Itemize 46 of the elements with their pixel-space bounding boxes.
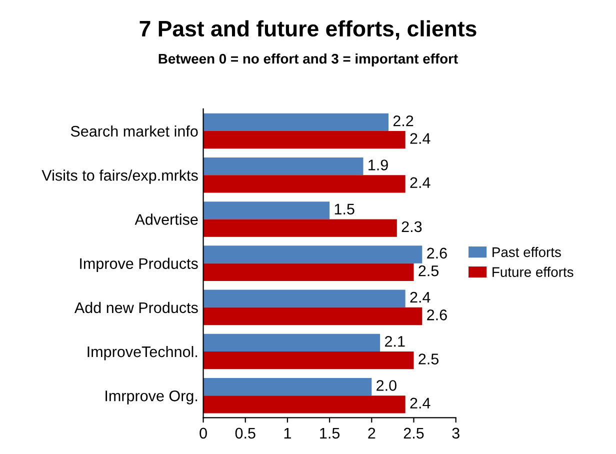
bar — [203, 246, 422, 264]
x-tick-label: 1.5 — [320, 428, 340, 439]
x-tick-label: 0 — [200, 428, 207, 439]
bar — [203, 131, 406, 149]
bar — [203, 307, 422, 326]
x-tick-label: 3 — [452, 428, 460, 439]
data-label: 2.2 — [393, 115, 414, 126]
bar — [203, 157, 364, 176]
y-tick-label: ImproveTechnol. — [88, 346, 198, 360]
x-tick-label: 1 — [284, 428, 291, 438]
y-tick-label: Add new Products — [74, 302, 198, 314]
data-label: 1.9 — [368, 160, 388, 170]
bar — [203, 263, 414, 281]
bar — [203, 352, 414, 370]
bar — [203, 378, 372, 396]
y-tick-label: Visits to fairs/exp.mrkts — [42, 170, 198, 184]
data-label: 1.5 — [334, 204, 354, 214]
bar — [203, 113, 388, 132]
y-tick-label: Advertise — [134, 214, 198, 225]
bar — [203, 175, 406, 193]
y-tick-label: Improve Products — [80, 258, 198, 272]
y-tick-label: Search market info — [70, 125, 198, 137]
data-label: 2.6 — [427, 248, 447, 259]
data-label: 2.4 — [410, 398, 430, 408]
bar — [203, 396, 406, 414]
x-tick-label: 0.5 — [235, 428, 256, 439]
data-label: 2.4 — [410, 133, 430, 144]
data-label: 2.4 — [410, 292, 430, 303]
chart-subtitle: Between 0 = no effort and 3 = important effort — [158, 53, 458, 66]
chart-title: 7 Past and future efforts, clients — [140, 20, 476, 40]
y-tick-label: Imrprove Org. — [106, 390, 198, 404]
data-label: 2.6 — [427, 310, 447, 320]
data-label: 2.1 — [385, 336, 405, 347]
x-tick-label: 2 — [368, 428, 376, 438]
data-label: 2.3 — [402, 221, 422, 232]
bar — [203, 219, 397, 237]
data-label: 2.5 — [418, 354, 439, 364]
x-tick-label: 2.5 — [404, 428, 424, 439]
data-label: 2.5 — [418, 265, 439, 276]
bar — [203, 334, 380, 352]
data-label: 2.4 — [410, 177, 430, 188]
legend-label: Past efforts — [492, 246, 561, 258]
data-label: 2.0 — [376, 380, 396, 391]
bar — [203, 290, 406, 308]
legend-label: Future efforts — [492, 266, 574, 277]
bar — [203, 202, 330, 220]
